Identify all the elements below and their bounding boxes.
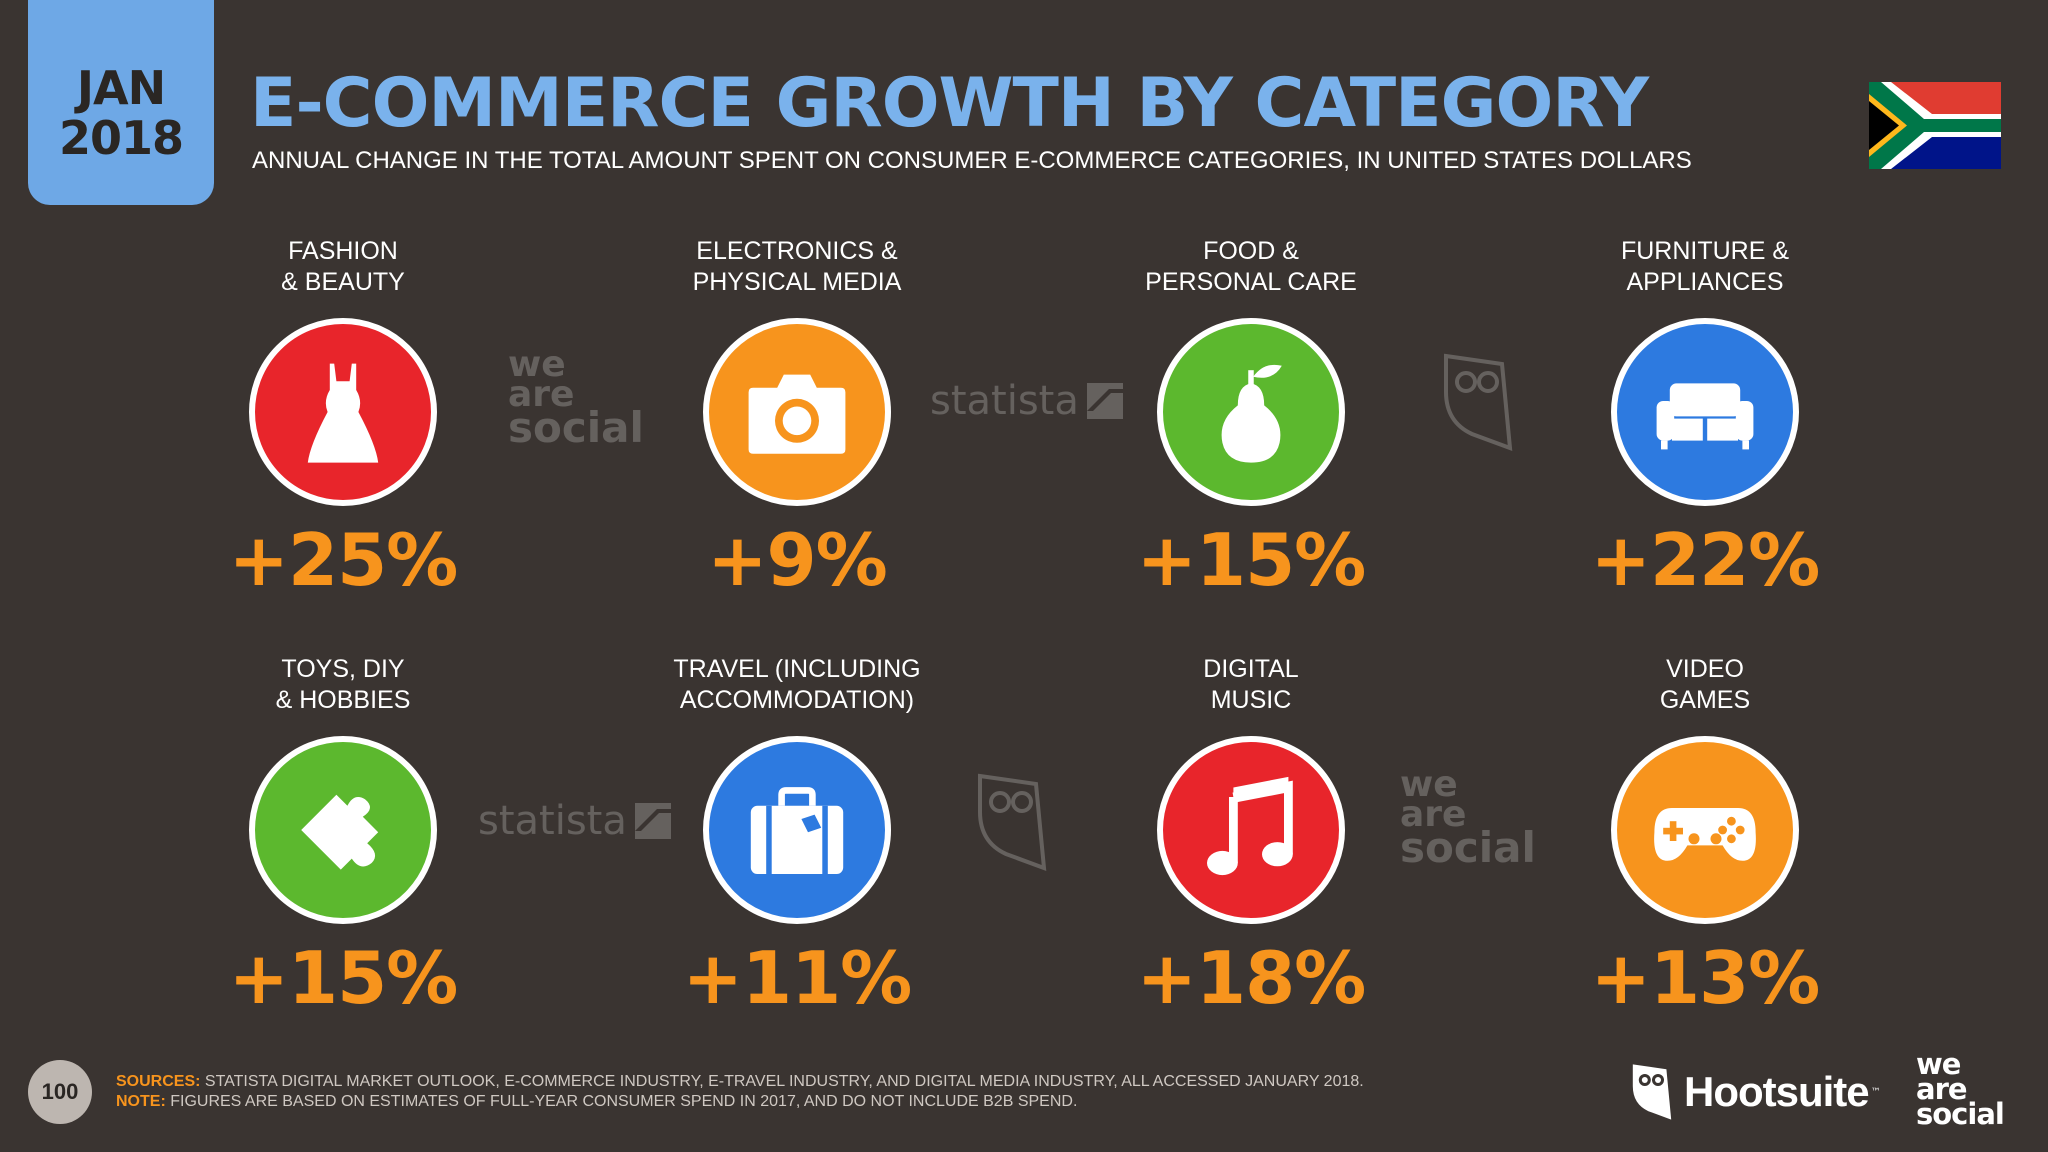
statista-watermark: statista bbox=[478, 798, 671, 844]
we-are-social-logo: we are social bbox=[1916, 1047, 2005, 1131]
category-food-personal-care: FOOD & PERSONAL CARE +15% bbox=[1091, 236, 1411, 600]
category-label: FOOD & PERSONAL CARE bbox=[1145, 237, 1357, 296]
category-label: FASHION & BEAUTY bbox=[281, 237, 405, 296]
note-text: FIGURES ARE BASED ON ESTIMATES OF FULL-Y… bbox=[165, 1093, 1078, 1110]
pear-icon bbox=[1221, 364, 1282, 463]
category-icon-circle bbox=[703, 318, 891, 506]
south-africa-flag-icon bbox=[1869, 82, 2001, 169]
category-icon-circle bbox=[249, 736, 437, 924]
category-icon-circle bbox=[1157, 318, 1345, 506]
was-line-1: we bbox=[1916, 1047, 1961, 1081]
owl-watermark-icon bbox=[978, 773, 1047, 871]
category-electronics: ELECTRONICS & PHYSICAL MEDIA +9% bbox=[637, 236, 957, 600]
camera-icon bbox=[748, 374, 846, 454]
puzzle-piece-icon bbox=[301, 794, 379, 870]
sources-text: STATISTA DIGITAL MARKET OUTLOOK, E-COMME… bbox=[200, 1073, 1364, 1090]
category-value: +18% bbox=[1136, 936, 1367, 1020]
category-label: FURNITURE & APPLIANCES bbox=[1620, 237, 1790, 296]
category-label: TRAVEL (INCLUDING ACCOMMODATION) bbox=[673, 655, 921, 714]
statista-logo-icon bbox=[1086, 383, 1123, 419]
music-note-icon bbox=[1207, 776, 1293, 876]
sources-line: SOURCES: STATISTA DIGITAL MARKET OUTLOOK… bbox=[116, 1072, 1364, 1092]
category-label: TOYS, DIY & HOBBIES bbox=[275, 655, 411, 714]
hootsuite-wordmark: Hootsuite bbox=[1684, 1068, 1870, 1115]
category-fashion-beauty: FASHION & BEAUTY +25% bbox=[183, 236, 503, 600]
category-value: +15% bbox=[1136, 518, 1367, 602]
category-value: +15% bbox=[228, 936, 459, 1020]
owl-icon bbox=[1632, 1064, 1672, 1120]
category-travel: TRAVEL (INCLUDING ACCOMMODATION) +11% bbox=[637, 654, 957, 1018]
category-value: +9% bbox=[707, 518, 888, 602]
category-value: +22% bbox=[1590, 518, 1821, 602]
page-subtitle: ANNUAL CHANGE IN THE TOTAL AMOUNT SPENT … bbox=[252, 147, 1692, 174]
date-month: JAN bbox=[76, 60, 166, 115]
category-value: +13% bbox=[1590, 936, 1821, 1020]
gamepad-icon bbox=[1654, 808, 1756, 861]
category-icon-circle bbox=[1611, 318, 1799, 506]
hootsuite-logo: Hootsuite ™ bbox=[1630, 1062, 1881, 1122]
was-line-2: are bbox=[1916, 1072, 1968, 1106]
sofa-icon bbox=[1656, 383, 1754, 450]
we-are-social-watermark: we are social bbox=[1400, 764, 1536, 872]
trademark: ™ bbox=[1870, 1086, 1881, 1098]
we-are-social-watermark: we are social bbox=[508, 344, 644, 452]
owl-watermark-icon bbox=[1444, 353, 1513, 451]
statista-logo-icon bbox=[634, 803, 671, 839]
date-year: 2018 bbox=[58, 110, 184, 165]
suitcase-icon bbox=[750, 787, 844, 874]
category-label: VIDEO GAMES bbox=[1659, 655, 1751, 714]
footnotes: SOURCES: STATISTA DIGITAL MARKET OUTLOOK… bbox=[116, 1072, 1364, 1112]
category-toys-diy-hobbies: TOYS, DIY & HOBBIES +15% bbox=[183, 654, 503, 1018]
category-value: +11% bbox=[682, 936, 913, 1020]
category-icon-circle bbox=[703, 736, 891, 924]
date-badge: JAN 2018 bbox=[28, 0, 214, 205]
category-digital-music: DIGITAL MUSIC +18% bbox=[1091, 654, 1411, 1018]
page-number: 100 bbox=[28, 1060, 92, 1124]
category-icon-circle bbox=[1157, 736, 1345, 924]
category-value: +25% bbox=[228, 518, 459, 602]
category-furniture-appliances: FURNITURE & APPLIANCES +22% bbox=[1545, 236, 1865, 600]
category-icon-circle bbox=[1611, 736, 1799, 924]
category-video-games: VIDEO GAMES +13% bbox=[1545, 654, 1865, 1018]
dress-icon bbox=[307, 363, 379, 463]
sources-key: SOURCES: bbox=[116, 1073, 201, 1090]
was-line-3: social bbox=[1916, 1097, 2005, 1131]
note-line: NOTE: FIGURES ARE BASED ON ESTIMATES OF … bbox=[116, 1092, 1364, 1112]
category-label: ELECTRONICS & PHYSICAL MEDIA bbox=[692, 237, 902, 296]
statista-watermark: statista bbox=[930, 378, 1123, 424]
note-key: NOTE: bbox=[116, 1093, 166, 1110]
category-icon-circle bbox=[249, 318, 437, 506]
page-title: E-COMMERCE GROWTH BY CATEGORY bbox=[250, 64, 1649, 143]
category-label: DIGITAL MUSIC bbox=[1203, 655, 1299, 714]
